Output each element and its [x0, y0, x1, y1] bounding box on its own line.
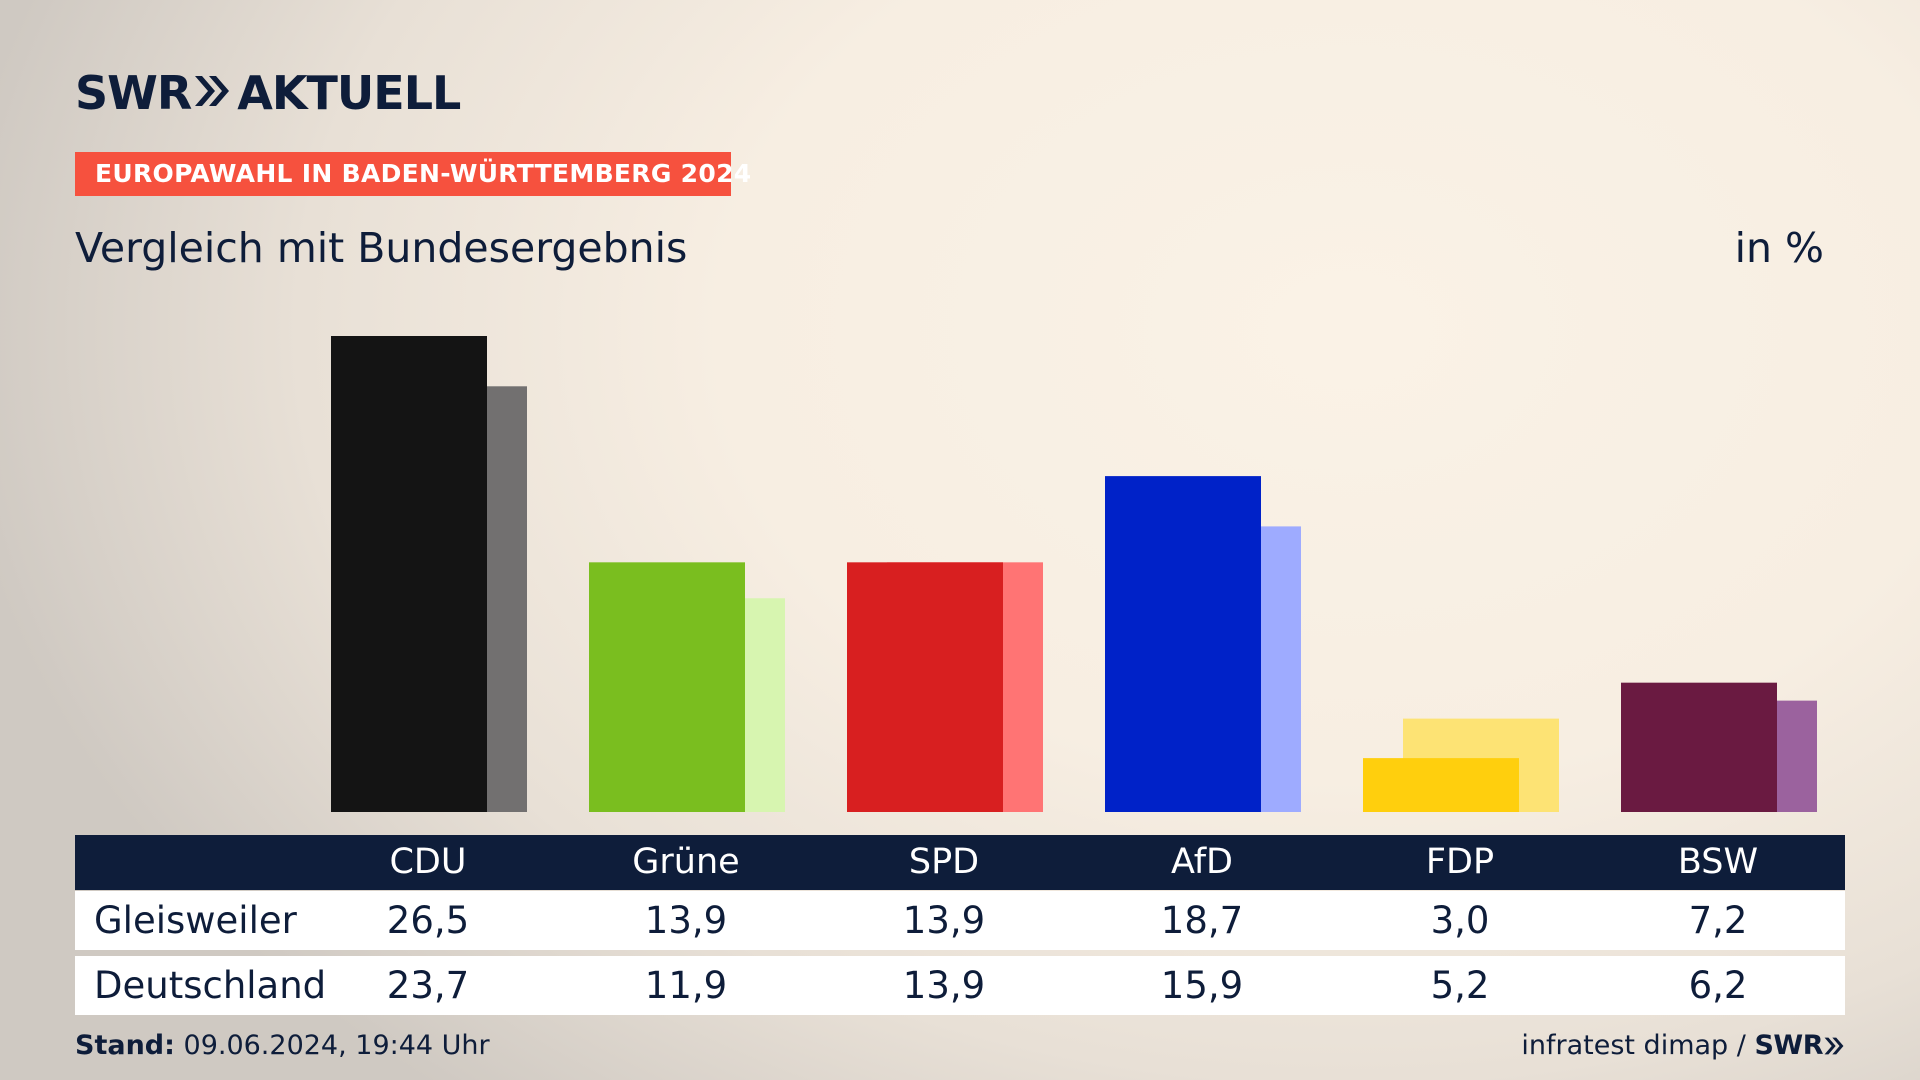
row-label: Deutschland	[94, 964, 327, 1007]
chart-subtitle: Vergleich mit Bundesergebnis	[75, 224, 688, 272]
table-row: Gleisweiler 26,5 13,9 13,9 18,7 3,0 7,2	[75, 891, 1845, 950]
column-header: SPD	[908, 842, 980, 882]
bar-gleisweiler-spd	[847, 562, 1003, 812]
table-header-row: CDU Grüne SPD AfD FDP BSW	[75, 835, 1845, 890]
table-cell: 18,7	[1160, 899, 1244, 942]
table-cell: 13,9	[902, 964, 986, 1007]
bar-gleisweiler-afd	[1105, 476, 1261, 812]
table-cell: 26,5	[386, 899, 470, 942]
timestamp: Stand: 09.06.2024, 19:44 Uhr	[75, 1028, 490, 1064]
table-cell: 13,9	[644, 899, 728, 942]
column-header: AfD	[1171, 842, 1233, 882]
row-label: Gleisweiler	[94, 899, 297, 942]
table-cell: 3,0	[1430, 899, 1490, 942]
stand-value: 09.06.2024, 19:44 Uhr	[183, 1030, 490, 1061]
column-header: Grüne	[632, 842, 740, 882]
bar-gleisweiler-fdp	[1363, 758, 1519, 812]
unit-label: in %	[1734, 224, 1824, 272]
bar-gleisweiler-bsw	[1621, 682, 1777, 812]
results-table: CDU Grüne SPD AfD FDP BSW Gleisweiler 26,5 13,…	[75, 835, 1845, 1015]
chevron-right-double-icon	[195, 76, 230, 106]
source-credit: infratest dimap / SWR	[1521, 1028, 1845, 1064]
table-cell: 13,9	[902, 899, 986, 942]
table-cell: 5,2	[1430, 964, 1490, 1007]
table-cell: 7,2	[1688, 899, 1748, 942]
swr-aktuell-logo: SWR AKTUELL	[75, 66, 461, 120]
table-cell: 11,9	[644, 964, 728, 1007]
chevron-right-double-icon	[1824, 1037, 1844, 1055]
stand-label: Stand:	[75, 1030, 175, 1061]
bar-gleisweiler-cdu	[331, 336, 487, 812]
logo-aktuell-text: AKTUELL	[237, 66, 461, 120]
source-brand: SWR	[1754, 1030, 1823, 1061]
table-cell: 23,7	[386, 964, 470, 1007]
bar-chart	[331, 336, 1817, 812]
table-row: Deutschland 23,7 11,9 13,9 15,9 5,2 6,2	[75, 956, 1845, 1015]
bar-gleisweiler-grüne	[589, 562, 745, 812]
column-header: CDU	[389, 842, 467, 882]
column-header: FDP	[1425, 842, 1495, 882]
logo-swr-text: SWR	[75, 66, 192, 120]
table-cell: 15,9	[1160, 964, 1244, 1007]
column-header: BSW	[1677, 842, 1759, 882]
election-tag: EUROPAWAHL IN BADEN-WÜRTTEMBERG 2024	[75, 152, 751, 196]
table-cell: 6,2	[1688, 964, 1748, 1007]
source-text: infratest dimap /	[1521, 1030, 1746, 1061]
